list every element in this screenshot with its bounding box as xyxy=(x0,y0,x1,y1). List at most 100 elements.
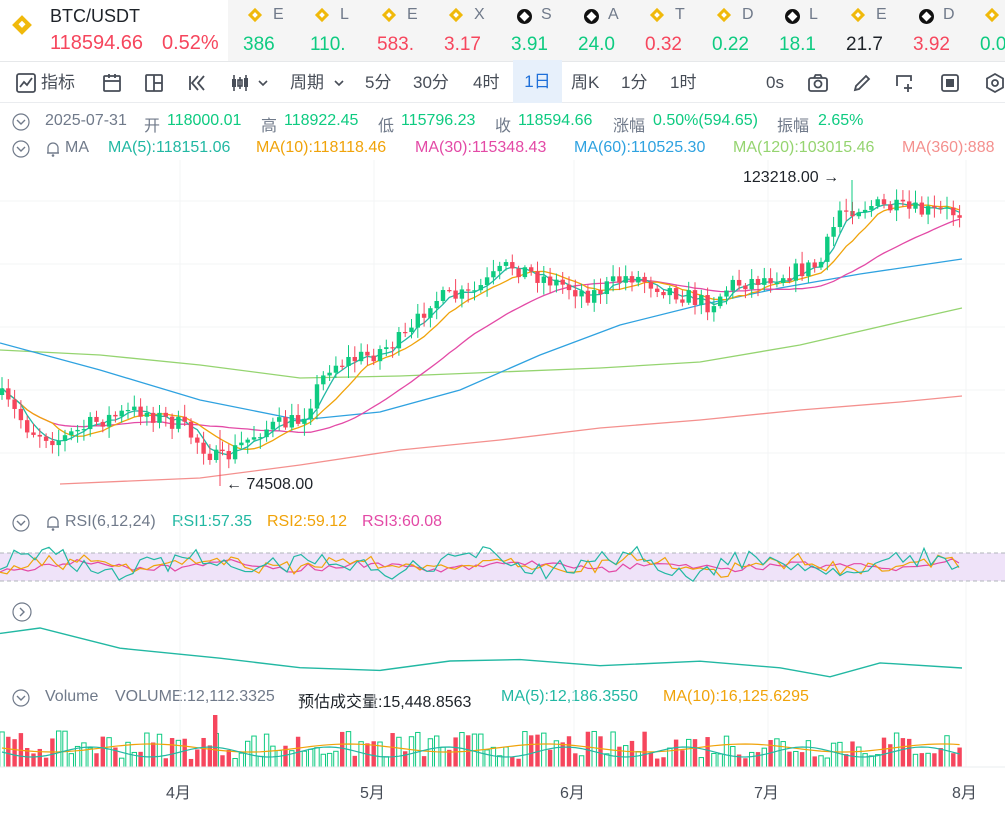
ticker-item[interactable]: T 0.32 xyxy=(630,0,696,61)
ticker-symbol: L xyxy=(340,6,349,23)
indicator-chart-icon[interactable] xyxy=(14,71,38,95)
candle-body xyxy=(844,210,849,212)
camera-icon[interactable] xyxy=(806,71,830,95)
volume-bar xyxy=(74,745,81,768)
ticker-item[interactable]: E 386 xyxy=(228,0,294,61)
interval-1w[interactable]: 周K xyxy=(571,73,600,92)
candle-body xyxy=(239,442,244,446)
collapse-icon[interactable] xyxy=(12,140,30,158)
x-label-apr: 4月 xyxy=(166,785,191,802)
ohlc-info: 2025-07-31 开 118000.01 高 118922.45 低 115… xyxy=(0,109,1005,133)
chevron-down-icon[interactable] xyxy=(332,71,346,95)
ticker-item[interactable]: D 0.22 xyxy=(697,0,763,61)
close-value: 118594.66 xyxy=(518,112,593,129)
interval-5m[interactable]: 5分 xyxy=(365,73,392,92)
interval-4h[interactable]: 4时 xyxy=(473,73,500,92)
volume-bar xyxy=(578,755,585,768)
volume-bar xyxy=(951,753,956,767)
interval-1d[interactable]: 1日 xyxy=(513,60,562,103)
ticker-strip: BTC/USDT 118594.66 0.52% E 386 L 110. E 583. X… xyxy=(0,0,1005,62)
ticker-item[interactable]: X 3.17 xyxy=(429,0,495,61)
low-annotation: ← 74508.00 xyxy=(226,476,314,493)
rsi3-value: RSI3:60.08 xyxy=(362,513,443,530)
calendar-icon[interactable] xyxy=(100,71,124,95)
indicators-button[interactable]: 指标 xyxy=(41,73,75,92)
candle-body xyxy=(346,356,351,367)
volume-bar xyxy=(207,745,213,767)
volume-bar xyxy=(308,748,314,768)
ticker-main-pair[interactable]: BTC/USDT 118594.66 0.52% xyxy=(0,0,228,61)
layout-icon[interactable] xyxy=(142,71,166,95)
candle-body xyxy=(623,276,628,283)
candle-body xyxy=(944,207,950,209)
ticker-item[interactable]: S 3.91 xyxy=(496,0,562,61)
candle-body xyxy=(724,290,729,297)
interval-1h[interactable]: 1时 xyxy=(670,73,697,92)
collapse-icon[interactable] xyxy=(12,514,30,532)
candle-body xyxy=(749,278,754,290)
ticker-item[interactable]: L 18.1 xyxy=(764,0,830,61)
bell-icon[interactable] xyxy=(44,140,62,158)
candle-body xyxy=(629,276,635,283)
candle-body xyxy=(50,440,55,446)
ticker-item[interactable]: 0.0 xyxy=(965,0,1005,61)
ticker-item[interactable]: L 110. xyxy=(295,0,361,61)
ticker-item[interactable]: E 21.7 xyxy=(831,0,897,61)
pencil-icon[interactable] xyxy=(850,71,874,95)
ticker-item[interactable]: A 24.0 xyxy=(563,0,629,61)
volume-ma5: MA(5):12,186.3550 xyxy=(501,688,638,705)
volume-bar xyxy=(522,731,528,768)
volume-bar xyxy=(818,755,824,768)
candle-body xyxy=(308,408,313,419)
volume-bar xyxy=(188,758,194,767)
candle-body xyxy=(774,282,780,285)
chevron-down-icon[interactable] xyxy=(256,71,270,95)
volume-bar xyxy=(232,758,238,768)
candle-body xyxy=(232,445,238,460)
candle-body xyxy=(125,409,131,412)
volume-bar xyxy=(427,738,434,768)
replay-icon[interactable] xyxy=(186,71,210,95)
candle-body xyxy=(831,227,836,237)
candle-body xyxy=(31,432,36,435)
ticker-item[interactable]: E 583. xyxy=(362,0,428,61)
stacked-chart-icon[interactable] xyxy=(938,71,962,95)
candle-body xyxy=(106,414,112,427)
collapse-icon[interactable] xyxy=(12,689,30,707)
ticker-symbol: S xyxy=(541,6,552,23)
settings-icon[interactable] xyxy=(983,71,1005,95)
volume-bar xyxy=(156,733,163,768)
candle-body xyxy=(327,372,332,376)
volume-bar xyxy=(144,732,150,768)
seconds-toggle[interactable]: 0s xyxy=(766,73,784,92)
candle-body xyxy=(295,415,301,424)
candle-body xyxy=(314,384,320,409)
expand-icon[interactable] xyxy=(12,602,32,622)
interval-1m[interactable]: 1分 xyxy=(621,73,648,92)
bell-icon[interactable] xyxy=(44,514,62,532)
volume-bar xyxy=(276,750,282,768)
volume-bar xyxy=(283,745,288,767)
volume-bar xyxy=(661,757,666,767)
volume-bar xyxy=(573,753,578,767)
ticker-item[interactable]: D 3.92 xyxy=(898,0,964,61)
candle-body xyxy=(566,284,572,291)
collapse-icon[interactable] xyxy=(12,113,30,131)
candle-body xyxy=(37,434,42,437)
period-dropdown[interactable]: 周期 xyxy=(290,73,324,92)
candle-body xyxy=(938,207,943,209)
candle-body xyxy=(560,279,565,285)
add-window-icon[interactable] xyxy=(892,71,916,95)
interval-30m[interactable]: 30分 xyxy=(413,73,449,92)
candle-body xyxy=(289,415,294,428)
volume-bar xyxy=(957,747,962,767)
ticker-value: 24.0 xyxy=(578,34,615,55)
candle-body xyxy=(447,290,452,292)
volume-bar xyxy=(585,731,591,767)
volume-bar xyxy=(925,752,931,768)
volume-bar xyxy=(6,736,11,767)
ticker-symbol: X xyxy=(474,6,485,23)
candlestick-icon[interactable] xyxy=(228,71,252,95)
volume-bar xyxy=(686,738,692,768)
